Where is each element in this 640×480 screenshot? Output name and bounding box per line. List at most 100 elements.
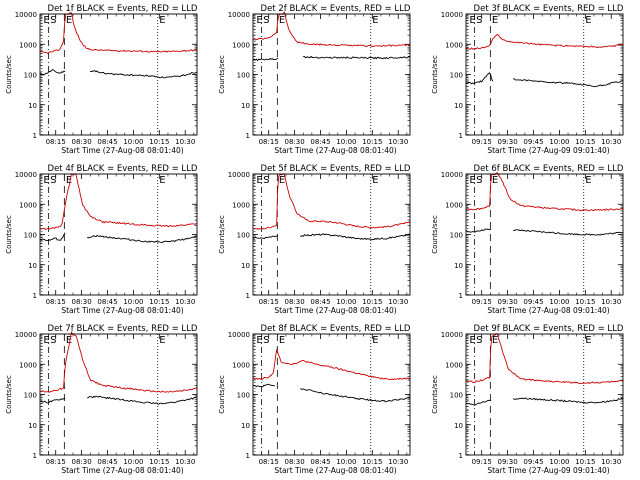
series-line-events	[39, 397, 66, 404]
y-tick-label: 1000	[19, 201, 37, 209]
x-axis-label: Start Time (27-Aug-08 08:01:40)	[274, 466, 396, 475]
y-tick-label: 10000	[15, 171, 37, 179]
x-axis-label: Start Time (27-Aug-08 08:01:40)	[274, 146, 396, 155]
event-marker-label: E	[279, 15, 285, 26]
y-tick-label: 1000	[19, 41, 37, 49]
event-marker-label: E	[43, 335, 49, 346]
event-marker-label: E	[492, 335, 498, 346]
y-tick-label: 1	[246, 132, 250, 140]
x-tick-label: 10:30	[175, 458, 195, 466]
x-tick-label: 09:45	[523, 298, 543, 306]
y-tick-label: 10	[454, 262, 463, 270]
event-marker-label: S	[50, 335, 56, 346]
y-tick-label: 100	[237, 392, 250, 400]
x-axis-label: Start Time (27-Aug-08 08:01:40)	[61, 306, 183, 315]
y-axis-label: Counts/sec	[431, 55, 439, 94]
event-marker-label: E	[256, 15, 262, 26]
chart-title: Det 6f BLACK = Events, RED = LLD	[474, 164, 624, 174]
chart-panel-8: Det 8f BLACK = Events, RED = LLD Counts/s…	[218, 324, 411, 475]
x-tick-label: 10:15	[362, 458, 382, 466]
y-tick-label: 10000	[15, 331, 37, 339]
y-tick-label: 1000	[445, 361, 463, 369]
x-tick-label: 08:15	[46, 138, 66, 146]
x-tick-label: 08:45	[97, 458, 117, 466]
x-tick-label: 10:00	[336, 138, 356, 146]
series-line-events	[86, 395, 198, 405]
series-line-events	[39, 69, 66, 76]
x-tick-label: 09:15	[472, 138, 492, 146]
y-tick-label: 1000	[232, 201, 250, 209]
x-tick-label: 09:45	[523, 458, 543, 466]
x-tick-label: 10:30	[601, 138, 621, 146]
x-tick-label: 09:15	[472, 458, 492, 466]
series-line-lld	[39, 331, 198, 393]
y-tick-label: 100	[450, 392, 463, 400]
y-axis-label: Counts/sec	[5, 55, 13, 94]
x-tick-label: 08:45	[97, 298, 117, 306]
x-tick-label: 10:00	[549, 298, 569, 306]
series-line-events	[253, 235, 279, 240]
plot-frame	[252, 173, 411, 296]
x-tick-label: 08:15	[46, 298, 66, 306]
x-tick-label: 10:15	[362, 298, 382, 306]
y-tick-label: 1000	[445, 201, 463, 209]
x-tick-label: 09:30	[498, 458, 518, 466]
series-line-events	[299, 388, 411, 403]
event-marker-label: E	[279, 175, 285, 186]
series-line-events	[90, 70, 198, 79]
plot-frame	[465, 173, 624, 296]
series-line-lld	[39, 173, 198, 231]
event-marker-label: E	[585, 175, 591, 186]
series-line-events	[465, 228, 492, 233]
y-tick-label: 10000	[228, 11, 250, 19]
y-tick-label: 100	[237, 232, 250, 240]
series-line-events	[465, 399, 492, 406]
x-tick-label: 09:15	[472, 298, 492, 306]
y-tick-label: 100	[24, 232, 37, 240]
event-marker-label: E	[469, 175, 475, 186]
y-tick-label: 10	[454, 102, 463, 110]
y-tick-label: 10	[241, 422, 250, 430]
x-tick-label: 08:30	[285, 298, 305, 306]
y-tick-label: 10	[28, 262, 37, 270]
y-tick-label: 1	[459, 132, 463, 140]
x-tick-label: 10:00	[123, 138, 143, 146]
series-line-events	[465, 72, 494, 85]
chart-title: Det 3f BLACK = Events, RED = LLD	[474, 4, 624, 14]
event-marker-label: S	[263, 15, 269, 26]
y-tick-label: 100	[450, 232, 463, 240]
event-marker-label: E	[372, 175, 378, 186]
x-tick-label: 08:15	[259, 458, 279, 466]
x-axis-label: Start Time (27-Aug-08 09:01:40)	[487, 306, 609, 315]
chart-panel-2: Det 2f BLACK = Events, RED = LLD Counts/s…	[218, 4, 411, 155]
y-tick-label: 1	[459, 292, 463, 300]
series-line-events	[252, 57, 279, 62]
x-axis-label: Start Time (27-Aug-08 08:01:40)	[61, 466, 183, 475]
event-marker-label: E	[66, 335, 72, 346]
y-tick-label: 10000	[441, 171, 463, 179]
x-tick-label: 10:00	[549, 458, 569, 466]
event-marker-label: S	[263, 175, 269, 186]
y-axis-label: Counts/sec	[431, 215, 439, 254]
x-tick-label: 10:15	[575, 298, 595, 306]
chart-title: Det 5f BLACK = Events, RED = LLD	[261, 164, 411, 174]
y-tick-label: 10	[241, 262, 250, 270]
event-marker-label: E	[492, 175, 498, 186]
x-tick-label: 09:30	[498, 138, 518, 146]
event-marker-label: S	[476, 335, 482, 346]
y-tick-label: 10	[28, 422, 37, 430]
y-axis-label: Counts/sec	[431, 375, 439, 414]
y-axis-label: Counts/sec	[218, 215, 226, 254]
y-tick-label: 1	[246, 292, 250, 300]
y-tick-label: 1	[33, 292, 37, 300]
y-axis-label: Counts/sec	[5, 215, 13, 254]
y-tick-label: 10	[454, 422, 463, 430]
event-marker-label: S	[50, 175, 56, 186]
y-tick-label: 1000	[445, 41, 463, 49]
x-tick-label: 08:30	[285, 458, 305, 466]
event-marker-label: E	[372, 335, 378, 346]
series-line-events	[512, 397, 624, 404]
x-tick-label: 10:30	[175, 138, 195, 146]
series-line-events	[513, 229, 624, 236]
y-axis-label: Counts/sec	[218, 375, 226, 414]
